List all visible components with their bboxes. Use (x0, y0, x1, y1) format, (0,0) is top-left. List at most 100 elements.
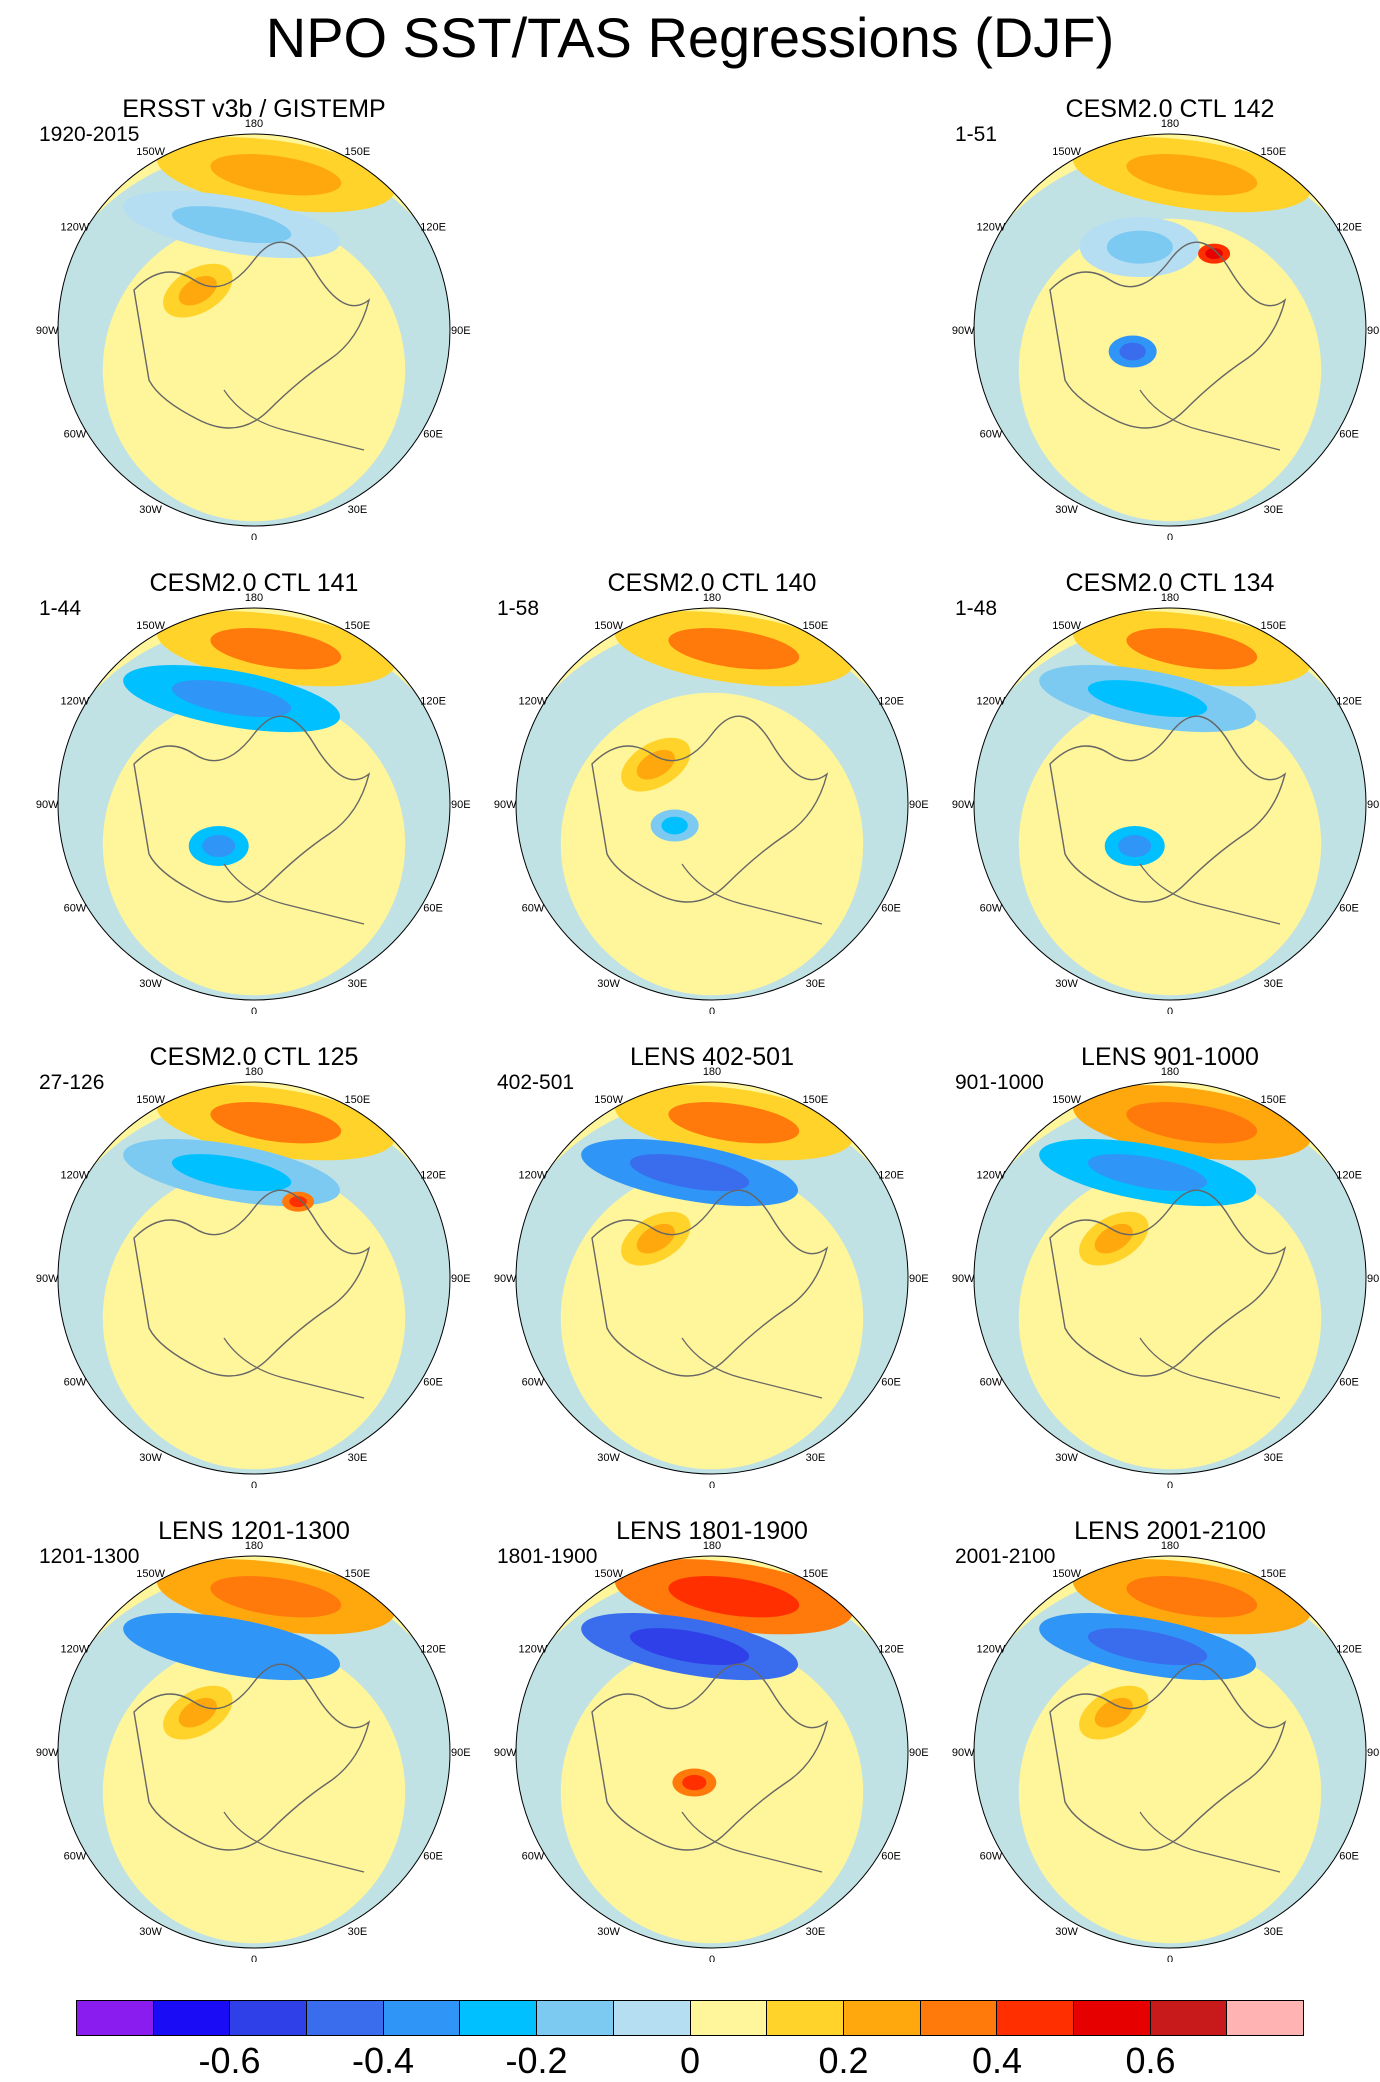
colorbar-bin (614, 2001, 691, 2035)
longitude-label: 150E (345, 1568, 371, 1580)
longitude-label: 30E (348, 504, 368, 516)
colorbar-labels: -0.6 -0.4 -0.2 0 0.2 0.4 0.6 (0, 2040, 1380, 2082)
longitude-label: 120W (977, 1644, 1006, 1656)
longitude-label: 0 (709, 1954, 715, 1962)
longitude-label: 120E (878, 696, 904, 708)
longitude-label: 30W (597, 978, 620, 990)
longitude-label: 90E (1367, 1273, 1380, 1285)
longitude-label: 60E (1339, 1850, 1359, 1862)
longitude-label: 120E (420, 222, 446, 234)
longitude-label: 60E (423, 1376, 443, 1388)
longitude-label: 90E (451, 1273, 471, 1285)
polar-map: 180 150E 120E 90E 60E 30E 0 30W 60W 90W 120W 150W (34, 110, 474, 540)
longitude-label: 120W (519, 696, 548, 708)
longitude-label: 90E (909, 1273, 929, 1285)
longitude-label: 90W (36, 799, 59, 811)
longitude-label: 30E (806, 1926, 826, 1938)
longitude-label: 90E (1367, 1747, 1380, 1759)
longitude-label: 150E (345, 1094, 371, 1106)
longitude-label: 30E (1264, 1926, 1284, 1938)
longitude-label: 30E (1264, 1452, 1284, 1464)
longitude-label: 150E (345, 620, 371, 632)
panel-years: 2001-2100 (952, 1544, 1058, 1570)
longitude-label: 90W (952, 799, 975, 811)
longitude-label: 120E (878, 1170, 904, 1182)
panel-title: CESM2.0 CTL 141 (34, 568, 474, 598)
longitude-label: 150E (1261, 620, 1287, 632)
longitude-label: 60W (64, 1850, 87, 1862)
longitude-label: 150W (594, 620, 623, 632)
longitude-label: 120W (61, 696, 90, 708)
map-panel: 180 150E 120E 90E 60E 30E 0 30W 60W 90W 120W 150W LE… (492, 1044, 932, 1489)
colorbar-bin (1151, 2001, 1228, 2035)
longitude-label: 90W (494, 799, 517, 811)
panel-years: 1920-2015 (36, 122, 142, 148)
longitude-label: 0 (251, 1954, 257, 1962)
longitude-label: 60E (881, 1850, 901, 1862)
colorbar-tick-label: -0.6 (198, 2040, 260, 2082)
longitude-label: 30W (1055, 1452, 1078, 1464)
longitude-label: 150W (136, 1094, 165, 1106)
longitude-label: 150E (803, 1094, 829, 1106)
map-panels-grid: 180 150E 120E 90E 60E 30E 0 30W 60W 90W 120W 150W ER… (0, 0, 1380, 2000)
colorbar-bin (844, 2001, 921, 2035)
map-panel: 180 150E 120E 90E 60E 30E 0 30W 60W 90W 120W 150W CE… (34, 1044, 474, 1489)
longitude-label: 150E (1261, 146, 1287, 158)
longitude-label: 60W (64, 428, 87, 440)
map-panel: 180 150E 120E 90E 60E 30E 0 30W 60W 90W 120W 150W CE… (34, 570, 474, 1015)
longitude-label: 90W (952, 1747, 975, 1759)
longitude-label: 150E (803, 1568, 829, 1580)
panel-years: 1-51 (952, 122, 1000, 148)
longitude-label: 30E (348, 1452, 368, 1464)
polar-map: 180 150E 120E 90E 60E 30E 0 30W 60W 90W 120W 150W (34, 1532, 474, 1962)
colorbar-bin (460, 2001, 537, 2035)
longitude-label: 0 (1167, 1480, 1173, 1488)
longitude-label: 120E (1336, 222, 1362, 234)
longitude-label: 30E (806, 1452, 826, 1464)
longitude-label: 120E (420, 696, 446, 708)
panel-title: CESM2.0 CTL 134 (950, 568, 1380, 598)
colorbar-bin (77, 2001, 154, 2035)
longitude-label: 150W (136, 620, 165, 632)
longitude-label: 150E (1261, 1568, 1287, 1580)
map-panel: 180 150E 120E 90E 60E 30E 0 30W 60W 90W 120W 150W ER… (34, 96, 474, 541)
polar-map: 180 150E 120E 90E 60E 30E 0 30W 60W 90W 120W 150W (950, 1532, 1380, 1962)
longitude-label: 120W (61, 1170, 90, 1182)
panel-years: 402-501 (494, 1070, 577, 1096)
longitude-label: 60E (423, 1850, 443, 1862)
longitude-label: 30E (1264, 504, 1284, 516)
longitude-label: 120W (519, 1644, 548, 1656)
longitude-label: 120W (61, 222, 90, 234)
map-panel: 180 150E 120E 90E 60E 30E 0 30W 60W 90W 120W 150W LE… (34, 1518, 474, 1963)
panel-title: ERSST v3b / GISTEMP (34, 94, 474, 124)
map-panel: 180 150E 120E 90E 60E 30E 0 30W 60W 90W 120W 150W LE… (492, 1518, 932, 1963)
panel-years: 1-48 (952, 596, 1000, 622)
colorbar-bin (384, 2001, 461, 2035)
longitude-label: 150W (1052, 1094, 1081, 1106)
longitude-label: 30E (1264, 978, 1284, 990)
longitude-label: 60W (522, 1376, 545, 1388)
longitude-label: 30W (139, 978, 162, 990)
panel-years: 1-44 (36, 596, 84, 622)
longitude-label: 90W (494, 1273, 517, 1285)
longitude-label: 150E (345, 146, 371, 158)
longitude-label: 0 (251, 532, 257, 540)
longitude-label: 120W (519, 1170, 548, 1182)
longitude-label: 90E (451, 799, 471, 811)
polar-map: 180 150E 120E 90E 60E 30E 0 30W 60W 90W 120W 150W (492, 1058, 932, 1488)
colorbar-tick-label: -0.4 (352, 2040, 414, 2082)
panel-title: LENS 402-501 (492, 1042, 932, 1072)
colorbar-bin (307, 2001, 384, 2035)
panel-title: CESM2.0 CTL 142 (950, 94, 1380, 124)
colorbar-tick-label: 0.6 (1125, 2040, 1175, 2082)
panel-years: 901-1000 (952, 1070, 1047, 1096)
longitude-label: 120W (977, 222, 1006, 234)
longitude-label: 0 (251, 1480, 257, 1488)
panel-years: 27-126 (36, 1070, 107, 1096)
longitude-label: 60W (980, 428, 1003, 440)
longitude-label: 0 (251, 1006, 257, 1014)
longitude-label: 60E (423, 902, 443, 914)
longitude-label: 150E (1261, 1094, 1287, 1106)
polar-map: 180 150E 120E 90E 60E 30E 0 30W 60W 90W 120W 150W (950, 1058, 1380, 1488)
colorbar-bin (537, 2001, 614, 2035)
